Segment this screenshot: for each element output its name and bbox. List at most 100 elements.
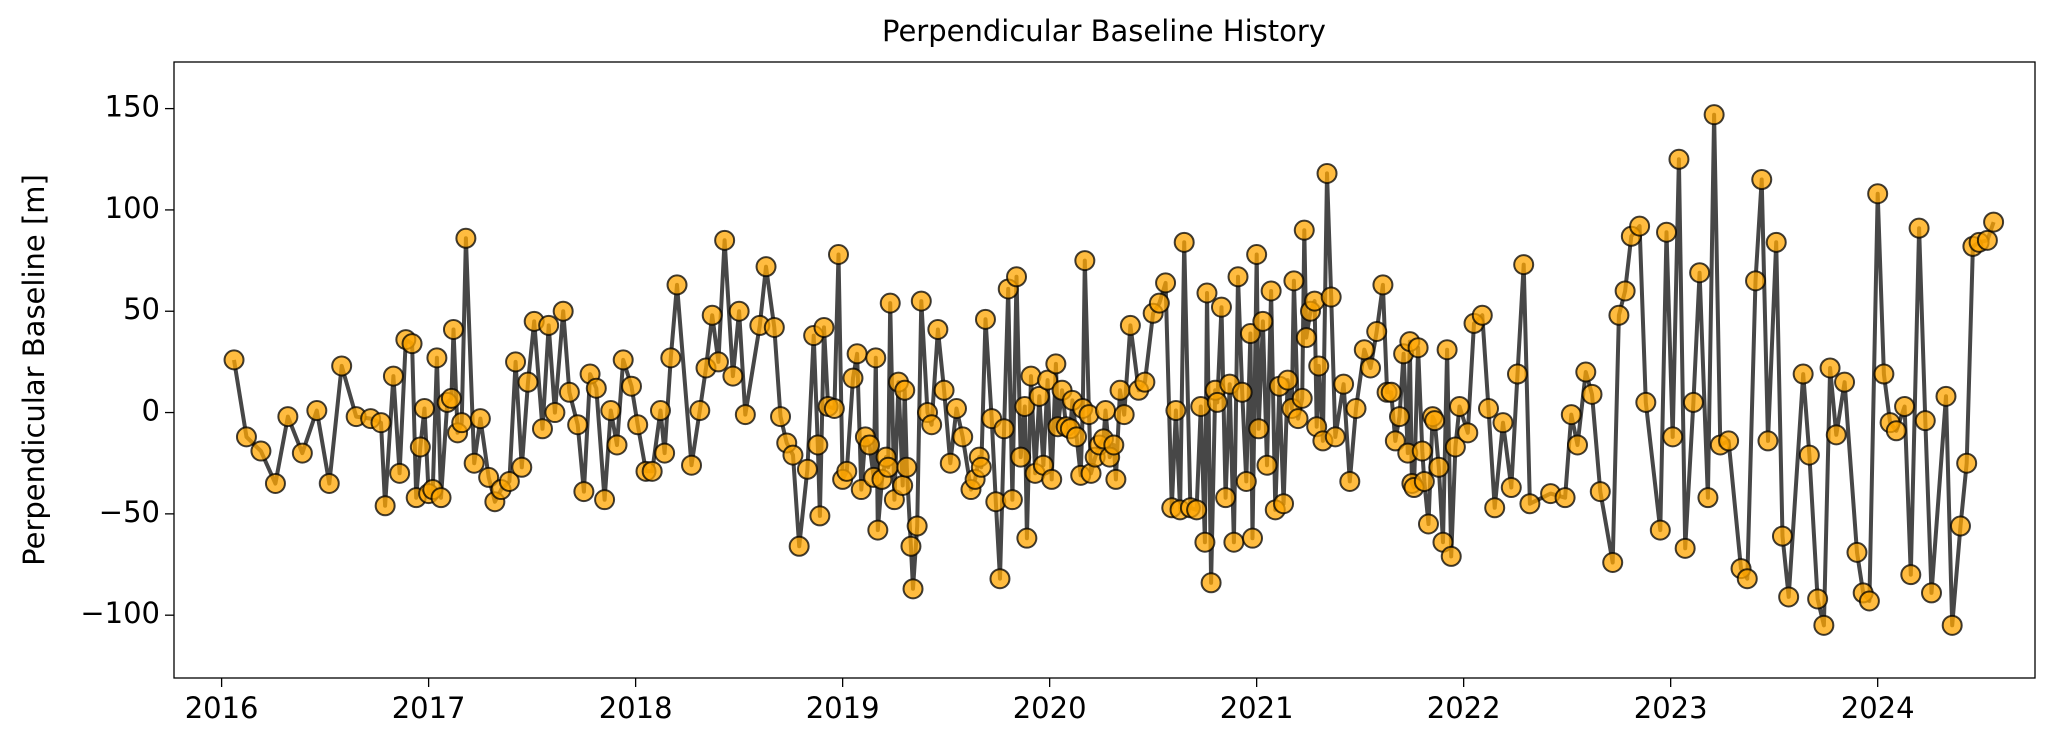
data-point bbox=[382, 365, 404, 387]
data-point bbox=[1252, 310, 1274, 332]
data-point bbox=[1920, 582, 1942, 604]
x-tick-label: 2017 bbox=[392, 691, 466, 725]
data-point bbox=[701, 304, 723, 326]
data-point bbox=[1813, 614, 1835, 636]
data-point bbox=[807, 434, 829, 456]
data-point bbox=[763, 316, 785, 338]
data-point bbox=[558, 381, 580, 403]
data-point bbox=[1239, 323, 1261, 345]
x-tick-label: 2018 bbox=[599, 691, 673, 725]
data-point bbox=[1718, 430, 1740, 452]
data-point bbox=[809, 505, 831, 527]
data-point bbox=[1223, 531, 1245, 553]
data-point bbox=[620, 375, 642, 397]
data-point bbox=[389, 462, 411, 484]
data-point bbox=[442, 318, 464, 340]
data-point bbox=[250, 440, 272, 462]
data-point bbox=[782, 444, 804, 466]
data-point bbox=[1384, 430, 1406, 452]
data-point bbox=[896, 456, 918, 478]
data-point bbox=[1010, 446, 1032, 468]
data-point bbox=[681, 454, 703, 476]
y-tick-label: 100 bbox=[105, 191, 160, 225]
data-point bbox=[993, 418, 1015, 440]
data-point bbox=[1846, 541, 1868, 563]
data-point bbox=[1260, 280, 1282, 302]
data-point bbox=[1248, 418, 1270, 440]
data-point bbox=[440, 387, 462, 409]
data-point bbox=[1388, 406, 1410, 428]
data-point bbox=[573, 481, 595, 503]
data-point bbox=[1066, 426, 1088, 448]
data-point bbox=[331, 355, 353, 377]
data-point bbox=[594, 489, 616, 511]
data-point bbox=[1324, 426, 1346, 448]
data-point bbox=[1798, 444, 1820, 466]
data-point bbox=[264, 472, 286, 494]
data-point bbox=[1041, 468, 1063, 490]
data-point bbox=[1608, 304, 1630, 326]
data-point bbox=[1231, 381, 1253, 403]
data-point bbox=[1976, 229, 1998, 251]
data-point bbox=[654, 442, 676, 464]
data-point bbox=[867, 519, 889, 541]
data-point bbox=[1345, 398, 1367, 419]
data-point bbox=[1792, 363, 1814, 385]
data-point bbox=[1477, 398, 1499, 419]
data-point bbox=[1629, 215, 1651, 237]
data-point bbox=[859, 434, 881, 456]
x-tick-label: 2019 bbox=[806, 691, 880, 725]
data-point bbox=[1103, 434, 1125, 456]
data-point bbox=[1105, 468, 1127, 490]
data-point bbox=[1560, 404, 1582, 426]
data-point bbox=[413, 398, 435, 419]
data-point bbox=[707, 351, 729, 373]
data-point bbox=[788, 535, 810, 557]
data-point bbox=[1575, 361, 1597, 383]
data-point bbox=[1834, 371, 1856, 393]
data-point bbox=[1935, 385, 1957, 407]
data-point bbox=[1308, 355, 1330, 377]
data-point bbox=[1200, 572, 1222, 594]
data-point bbox=[1440, 545, 1462, 567]
chart-title: Perpendicular Baseline History bbox=[882, 14, 1326, 48]
data-point bbox=[1500, 477, 1522, 499]
data-point bbox=[1215, 487, 1237, 509]
data-point bbox=[1277, 369, 1299, 391]
x-tick-label: 2022 bbox=[1427, 691, 1501, 725]
data-point bbox=[1492, 412, 1514, 434]
y-tick-label: 0 bbox=[142, 394, 160, 428]
data-point bbox=[641, 460, 663, 482]
data-point bbox=[531, 418, 553, 440]
data-point bbox=[1001, 489, 1023, 511]
plot-frame bbox=[173, 61, 2036, 679]
data-point bbox=[900, 535, 922, 557]
data-point bbox=[1900, 564, 1922, 586]
data-point bbox=[842, 367, 864, 389]
data-point bbox=[235, 426, 257, 448]
data-point bbox=[374, 495, 396, 517]
data-point bbox=[1765, 231, 1787, 253]
data-point bbox=[1206, 391, 1228, 413]
data-point bbox=[1210, 296, 1232, 318]
data-point bbox=[1949, 515, 1971, 537]
data-point bbox=[517, 371, 539, 393]
data-point bbox=[902, 578, 924, 600]
data-point bbox=[910, 290, 932, 312]
data-point bbox=[796, 458, 818, 480]
data-point bbox=[1689, 262, 1711, 284]
data-point bbox=[1014, 395, 1036, 417]
data-point bbox=[734, 404, 756, 426]
data-point bbox=[1256, 454, 1278, 476]
data-point bbox=[451, 412, 473, 434]
x-tick-label: 2024 bbox=[1841, 691, 1915, 725]
x-tick-label: 2021 bbox=[1220, 691, 1294, 725]
data-point bbox=[1771, 525, 1793, 547]
data-point bbox=[1333, 373, 1355, 395]
data-point bbox=[1649, 519, 1671, 541]
data-point bbox=[1656, 221, 1678, 243]
data-point bbox=[1295, 327, 1317, 349]
data-point bbox=[1956, 452, 1978, 474]
data-point bbox=[1825, 424, 1847, 446]
data-point bbox=[1016, 527, 1038, 549]
